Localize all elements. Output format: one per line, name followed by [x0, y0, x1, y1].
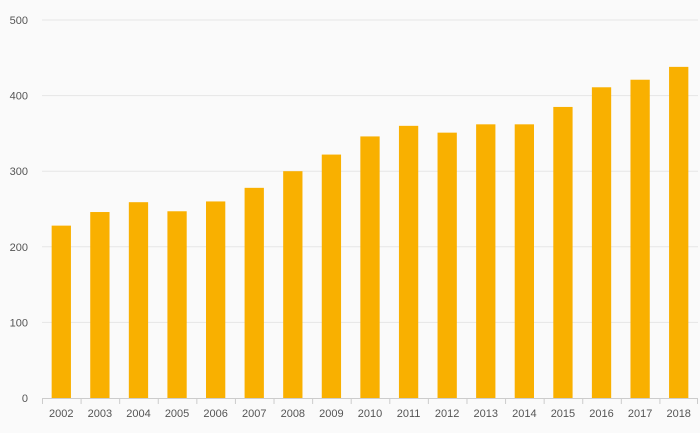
x-tick-label: 2011	[397, 408, 421, 420]
bar-2007	[244, 187, 264, 398]
y-tick-label: 100	[10, 317, 28, 329]
x-axis-tick-labels: 2002 2003 2004 2005 2006 2007 2008 2009 2010 2011…	[49, 408, 691, 420]
x-tick-label: 2017	[628, 408, 652, 420]
x-tick-label: 2018	[666, 408, 690, 420]
bar-2002	[51, 225, 71, 398]
x-tick-label: 2016	[589, 408, 613, 420]
bar-2017	[630, 79, 650, 398]
bar-2003	[90, 212, 110, 398]
x-tick-label: 2002	[49, 408, 73, 420]
y-tick-label: 0	[22, 393, 28, 405]
bar-2015	[553, 106, 573, 398]
x-tick-label: 2006	[203, 408, 227, 420]
bars	[51, 66, 689, 399]
bar-2008	[283, 171, 303, 398]
x-axis	[42, 398, 698, 404]
bar-2009	[321, 154, 342, 398]
bar-2014	[514, 124, 534, 398]
bar-2018	[669, 66, 689, 398]
x-tick-label: 2005	[165, 408, 189, 420]
bar-2016	[591, 87, 612, 398]
x-tick-label: 2007	[242, 408, 266, 420]
bar-2013	[476, 124, 496, 398]
x-tick-label: 2013	[474, 408, 498, 420]
y-tick-label: 300	[10, 166, 28, 178]
bar-2012	[437, 132, 457, 399]
y-tick-label: 500	[10, 15, 28, 27]
bar-2010	[360, 136, 380, 398]
bar-2011	[398, 125, 419, 398]
x-tick-label: 2003	[88, 408, 112, 420]
x-tick-label: 2008	[281, 408, 305, 420]
bar-2004	[128, 202, 149, 398]
x-tick-label: 2004	[126, 408, 150, 420]
x-tick-label: 2010	[358, 408, 382, 420]
x-tick-label: 2015	[551, 408, 575, 420]
x-tick-label: 2014	[512, 408, 536, 420]
bar-2006	[206, 201, 226, 398]
bar-2005	[167, 211, 187, 398]
x-tick-label: 2012	[435, 408, 459, 420]
y-axis-tick-labels: 0 100 200 300 400 500	[10, 15, 28, 405]
y-tick-label: 200	[10, 242, 28, 254]
x-tick-label: 2009	[319, 408, 343, 420]
y-tick-label: 400	[10, 91, 28, 103]
